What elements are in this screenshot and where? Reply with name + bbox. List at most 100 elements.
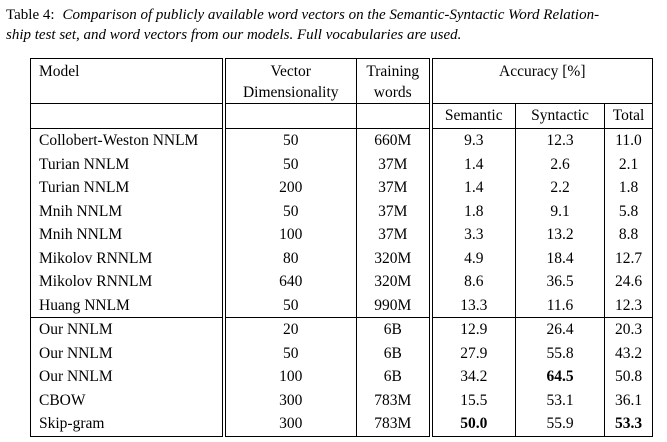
cell-model: Turian NNLM [30,176,226,200]
table-row: Our NNLM 100 6B 34.2 64.5 50.8 [30,365,653,389]
cell-total-accuracy: 5.8 [618,202,639,220]
cell-training-words: 6B [356,365,433,389]
cell-training-words: 783M [356,412,433,436]
cell-training-words: 37M [356,176,433,200]
cell-semantic-accuracy: 34.2 [430,365,516,389]
cell-model: Skip-gram [30,412,226,436]
cell-model: Collobert-Weston NNLM [30,128,226,153]
cell-syntactic-accuracy: 55.9 [515,412,605,436]
header-empty-dim [223,103,357,129]
header-row-top: Model Vector Dimensionality Training wor… [30,58,653,104]
table-row: Huang NNLM 50 990M 13.3 11.6 12.3 [30,293,653,318]
cell-vector-dimensionality: 50 [223,341,357,365]
table-row: Turian NNLM 200 37M 1.4 2.2 1.8 [30,176,653,200]
cell-total-accuracy: 36.1 [614,391,643,409]
cell-semantic-accuracy: 15.5 [430,388,516,412]
cell-total-accuracy: 1.8 [618,179,639,196]
cell-vector-dimensionality: 50 [223,293,357,318]
cell-model: Mnih NNLM [30,199,226,223]
table-row: Turian NNLM 50 37M 1.4 2.6 2.1 [30,152,653,176]
table-row: Mikolov RNNLM 640 320M 8.6 36.5 24.6 [30,270,653,294]
table-row: Skip-gram 300 783M 50.0 55.9 53.3 [30,412,653,436]
header-semantic: Semantic [430,103,516,129]
cell-total-accuracy: 24.6 [614,273,643,290]
cell-training-words: 37M [356,152,433,176]
cell-semantic-accuracy: 1.8 [430,199,516,223]
cell-model: Turian NNLM [30,152,226,176]
header-training-line1: Training [366,63,420,80]
cell-vector-dimensionality: 80 [223,246,357,270]
table-row: Mnih NNLM 100 37M 3.3 13.2 8.8 [30,223,653,247]
cell-training-words: 320M [356,270,433,294]
cell-semantic-accuracy: 13.3 [430,293,516,318]
cell-model: Mnih NNLM [30,223,226,247]
header-row-sub: Semantic Syntactic Total [30,103,653,129]
header-total: Total [604,103,653,129]
table-row: Mnih NNLM 50 37M 1.8 9.1 5.8 [30,199,653,223]
cell-semantic-accuracy: 12.9 [430,317,516,342]
cell-semantic-accuracy: 3.3 [430,223,516,247]
header-syntactic: Syntactic [515,103,605,129]
cell-training-words: 37M [356,199,433,223]
cell-total-accuracy: 8.8 [618,226,639,243]
cell-training-words: 6B [356,317,433,342]
table-row: Our NNLM 50 6B 27.9 55.8 43.2 [30,341,653,365]
cell-vector-dimensionality: 50 [223,128,357,153]
cell-syntactic-accuracy: 11.6 [515,293,605,318]
cell-syntactic-accuracy: 12.3 [515,128,605,153]
cell-vector-dimensionality: 640 [223,270,357,294]
cell-syntactic-accuracy: 2.2 [515,176,605,200]
cell-syntactic-accuracy: 9.1 [515,199,605,223]
cell-semantic-accuracy: 4.9 [430,246,516,270]
cell-training-words: 990M [356,293,433,318]
header-vector-line2: Dimensionality [242,84,339,101]
cell-total-accuracy: 11.0 [615,132,642,149]
table-row: CBOW 300 783M 15.5 53.1 36.1 [30,388,653,412]
cell-syntactic-accuracy: 64.5 [515,365,605,389]
caption-line-1: Comparison of publicly available word ve… [62,7,600,23]
header-model: Model [30,58,226,104]
cell-model: Our NNLM [30,317,226,342]
cell-semantic-accuracy: 8.6 [430,270,516,294]
cell-syntactic-accuracy: 26.4 [515,317,605,342]
cell-vector-dimensionality: 50 [223,152,357,176]
header-vector-line1: Vector [270,63,311,80]
cell-vector-dimensionality: 300 [223,412,357,436]
header-empty-model [30,103,226,129]
cell-model: Huang NNLM [30,293,226,318]
cell-training-words: 320M [356,246,433,270]
header-training-words: Training words [356,58,433,104]
cell-semantic-accuracy: 1.4 [430,176,516,200]
cell-vector-dimensionality: 20 [223,317,357,342]
cell-model: Mikolov RNNLM [30,270,226,294]
table-row: Our NNLM 20 6B 12.9 26.4 20.3 [30,317,653,342]
cell-semantic-accuracy: 50.0 [430,412,516,436]
cell-syntactic-accuracy: 18.4 [515,246,605,270]
table-body: Collobert-Weston NNLM 50 660M 9.3 12.3 1… [30,128,653,436]
cell-syntactic-accuracy: 2.6 [515,152,605,176]
cell-vector-dimensionality: 50 [223,199,357,223]
cell-model: CBOW [30,388,226,412]
cell-semantic-accuracy: 27.9 [430,341,516,365]
header-training-line2: words [373,84,412,101]
cell-total-accuracy: 43.2 [614,344,643,362]
cell-total-accuracy: 12.7 [614,249,643,267]
cell-model: Our NNLM [30,341,226,365]
cell-semantic-accuracy: 9.3 [430,128,516,153]
cell-syntactic-accuracy: 55.8 [515,341,605,365]
cell-syntactic-accuracy: 13.2 [515,223,605,247]
cell-total-accuracy: 53.3 [614,415,643,432]
table-row: Mikolov RNNLM 80 320M 4.9 18.4 12.7 [30,246,653,270]
caption-line-2: ship test set, and word vectors from our… [6,27,462,43]
header-accuracy-group: Accuracy [%] [430,58,653,104]
cell-vector-dimensionality: 300 [223,388,357,412]
cell-total-accuracy: 2.1 [618,155,639,173]
table-row: Collobert-Weston NNLM 50 660M 9.3 12.3 1… [30,128,653,153]
cell-model: Mikolov RNNLM [30,246,226,270]
cell-training-words: 660M [356,128,433,153]
cell-total-accuracy: 12.3 [604,293,653,318]
cell-training-words: 783M [356,388,433,412]
cell-training-words: 6B [356,341,433,365]
cell-vector-dimensionality: 100 [223,223,357,247]
